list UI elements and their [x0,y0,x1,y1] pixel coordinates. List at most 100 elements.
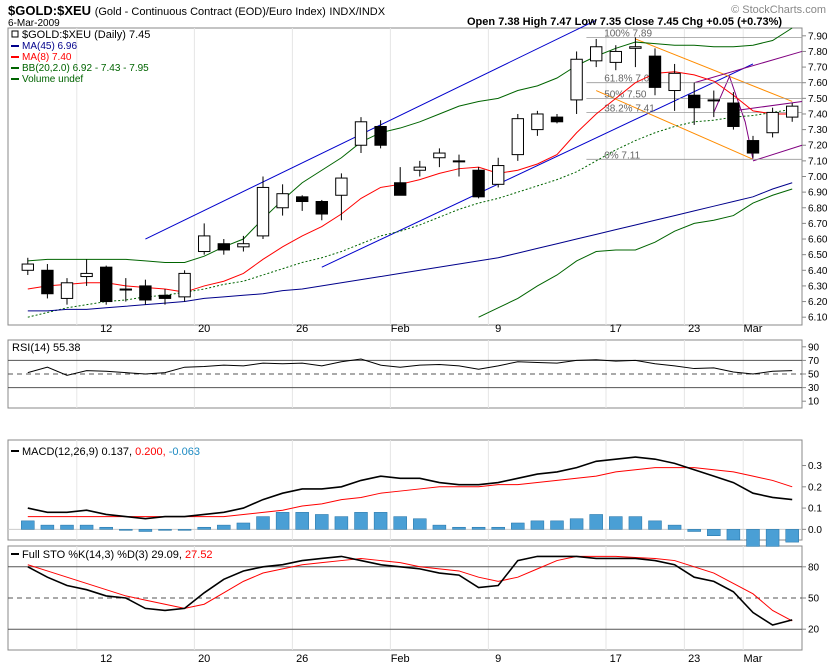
macd-histogram-bar [707,529,721,536]
candle-body [648,55,662,88]
candle-body [237,243,250,248]
candle-body [590,46,603,62]
sto-k-line [27,555,793,626]
sto-legend-part: 27.52 [182,549,213,561]
macd-histogram-bar [746,529,760,547]
legend-label: $GOLD:$XEU (Daily) 7.45 [22,29,150,41]
macd-histogram-bar [177,529,192,531]
sto-title: Full STO %K(14,3) %D(3) 29.09, 27.52 [22,549,213,561]
macd-histogram-bar [334,516,349,530]
symbol-title: $GOLD:$XEU (Gold - Continuous Contract (… [8,3,385,18]
macd-histogram-bar [236,522,251,530]
x-axis-label-bottom: 20 [198,653,210,665]
x-axis-label-bottom: 26 [296,653,308,665]
macd-legend-part: -0.063 [166,446,200,458]
macd-histogram-bar [667,524,682,530]
candle-body [531,113,544,131]
x-axis-label: 17 [610,323,622,335]
x-axis-label-bottom: Mar [744,653,763,665]
macd-histogram-bar [765,529,780,547]
macd-tick-label: 0.3 [808,461,822,472]
candle-body [41,269,54,295]
ma8-line [27,71,793,293]
macd-histogram-bar [295,512,309,530]
price-tick-label: 6.90 [808,188,828,199]
rsi-line [27,358,793,376]
macd-histogram-bar [413,518,427,530]
sto-tick-label: 50 [808,594,820,605]
symbol-description: (Gold - Continuous Contract (EOD)/Euro I… [94,6,326,18]
macd-histogram-bar [589,514,603,530]
candle-body [570,58,583,101]
candle-body [433,152,446,159]
price-tick-label: 6.40 [808,266,828,277]
channel-upper-line [145,19,597,240]
candle-body [100,266,113,303]
sto-d-line [27,555,793,622]
macd-histogram-bar [275,512,290,530]
bb-upper-line [27,27,793,263]
macd-histogram-bar [452,526,466,530]
exchange-label: INDX/INDX [329,6,386,18]
price-tick-label: 7.50 [808,94,828,105]
candle-body [452,160,466,163]
copyright-notice: © StockCharts.com [731,4,826,16]
purple-lower-line [752,144,803,162]
x-axis-label: Mar [744,323,763,335]
candle-body [394,182,407,196]
sto-legend-part: Full STO %K(14,3) %D(3) 29.09, [22,549,182,561]
macd-histogram-bar [21,520,35,530]
macd-legend-part: 0.200, [132,446,166,458]
macd-tick-label: 0.2 [808,482,822,493]
macd-histogram-bar [569,518,584,530]
candle-body [668,72,681,92]
macd-histogram-bar [119,529,133,531]
candle-body [746,140,760,154]
channel-lower-line [321,63,754,268]
chg-value: +0.05 (+0.73%) [706,16,783,28]
candle-body [80,272,93,278]
x-axis-label: 12 [100,323,112,335]
macd-histogram-bar [60,524,74,530]
macd-histogram-bar [511,522,525,530]
rsi-title: RSI(14) 55.38 [12,342,80,354]
candle-body [492,165,505,185]
legend-label: Volume undef [22,74,83,85]
candle-body [472,169,485,198]
legend-candle-swatch [11,30,19,38]
open-value: 7.38 [498,16,520,28]
x-axis-label-bottom: Feb [391,653,410,665]
high-label: High [522,16,548,28]
price-tick-label: 7.70 [808,63,828,74]
macd-legend-part: MACD(12,26,9) 0.137, [22,446,132,458]
macd-histogram-bar [687,529,701,532]
macd-histogram-bar [491,526,505,530]
low-value: 7.35 [599,16,622,28]
x-axis-label: Feb [391,323,410,335]
chart-date: 6-Mar-2009 [8,18,60,29]
candle-body [21,263,34,271]
candle-body [766,111,779,134]
candle-body [727,102,740,127]
macd-histogram-bar [197,526,211,530]
candle-body [688,94,701,109]
legend-label: BB(20,2.0) 6.92 - 7.43 - 7.95 [22,63,149,74]
fan-upper-line [635,38,793,102]
macd-histogram-bar [530,520,545,530]
bb-middle-line [27,108,793,318]
candle-body [413,166,426,171]
symbol-label: $GOLD:$XEU [8,3,92,18]
price-tick-label: 6.50 [808,250,828,261]
macd-histogram-bar [158,529,172,531]
close-value: 7.45 [657,16,679,28]
price-tick-label: 7.10 [808,156,828,167]
candle-body [609,50,622,63]
candle-body [217,243,230,251]
legend-label: MA(8) 7.40 [22,52,72,63]
panel-frame-2 [7,439,803,541]
sto-tick-label: 80 [808,562,820,573]
macd-histogram-bar [99,526,113,530]
bb-lower-line [478,188,793,318]
price-tick-label: 7.00 [808,172,828,183]
macd-title: MACD(12,26,9) 0.137, 0.200, -0.063 [22,446,200,458]
